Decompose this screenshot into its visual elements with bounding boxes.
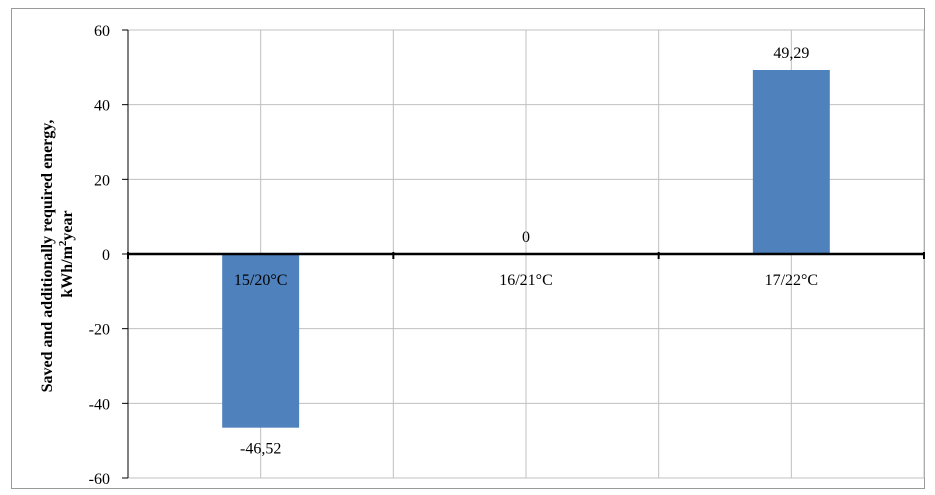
y-axis-title-superscript: 2: [57, 240, 69, 246]
x-tick-label: 17/22°C: [765, 272, 819, 289]
data-label-0: -46,52: [240, 441, 281, 458]
y-axis-title-line1: Saved and additionally required energy,: [39, 120, 56, 393]
y-axis-title: Saved and additionally required energy, …: [39, 116, 76, 393]
y-tick-label: -20: [89, 322, 110, 339]
bars: [222, 69, 830, 428]
x-tick-label: 15/20°C: [234, 272, 288, 289]
bar-2: [752, 69, 830, 254]
y-tick-label: -40: [89, 396, 110, 413]
y-tick-label: 0: [102, 247, 110, 264]
bar-0: [222, 254, 300, 428]
data-label-1: 0: [522, 229, 530, 246]
labels: -60 -40 -20 0 20 40 60 -46,52 0 49,29 15/20°C 16/21…: [89, 23, 818, 488]
y-tick-label: -60: [89, 471, 110, 488]
axes: [122, 29, 925, 479]
x-tick-label: 16/21°C: [499, 272, 553, 289]
y-tick-label: 40: [94, 98, 110, 115]
y-tick-label: 60: [94, 23, 110, 40]
y-axis-title-line2: kWh/m: [59, 245, 76, 297]
chart-frame: -60 -40 -20 0 20 40 60 -46,52 0 49,29 15/20°C 16/21…: [11, 8, 925, 489]
y-tick-label: 20: [94, 172, 110, 189]
y-axis-title-line2-end: year: [59, 210, 76, 240]
data-label-2: 49,29: [773, 45, 809, 62]
